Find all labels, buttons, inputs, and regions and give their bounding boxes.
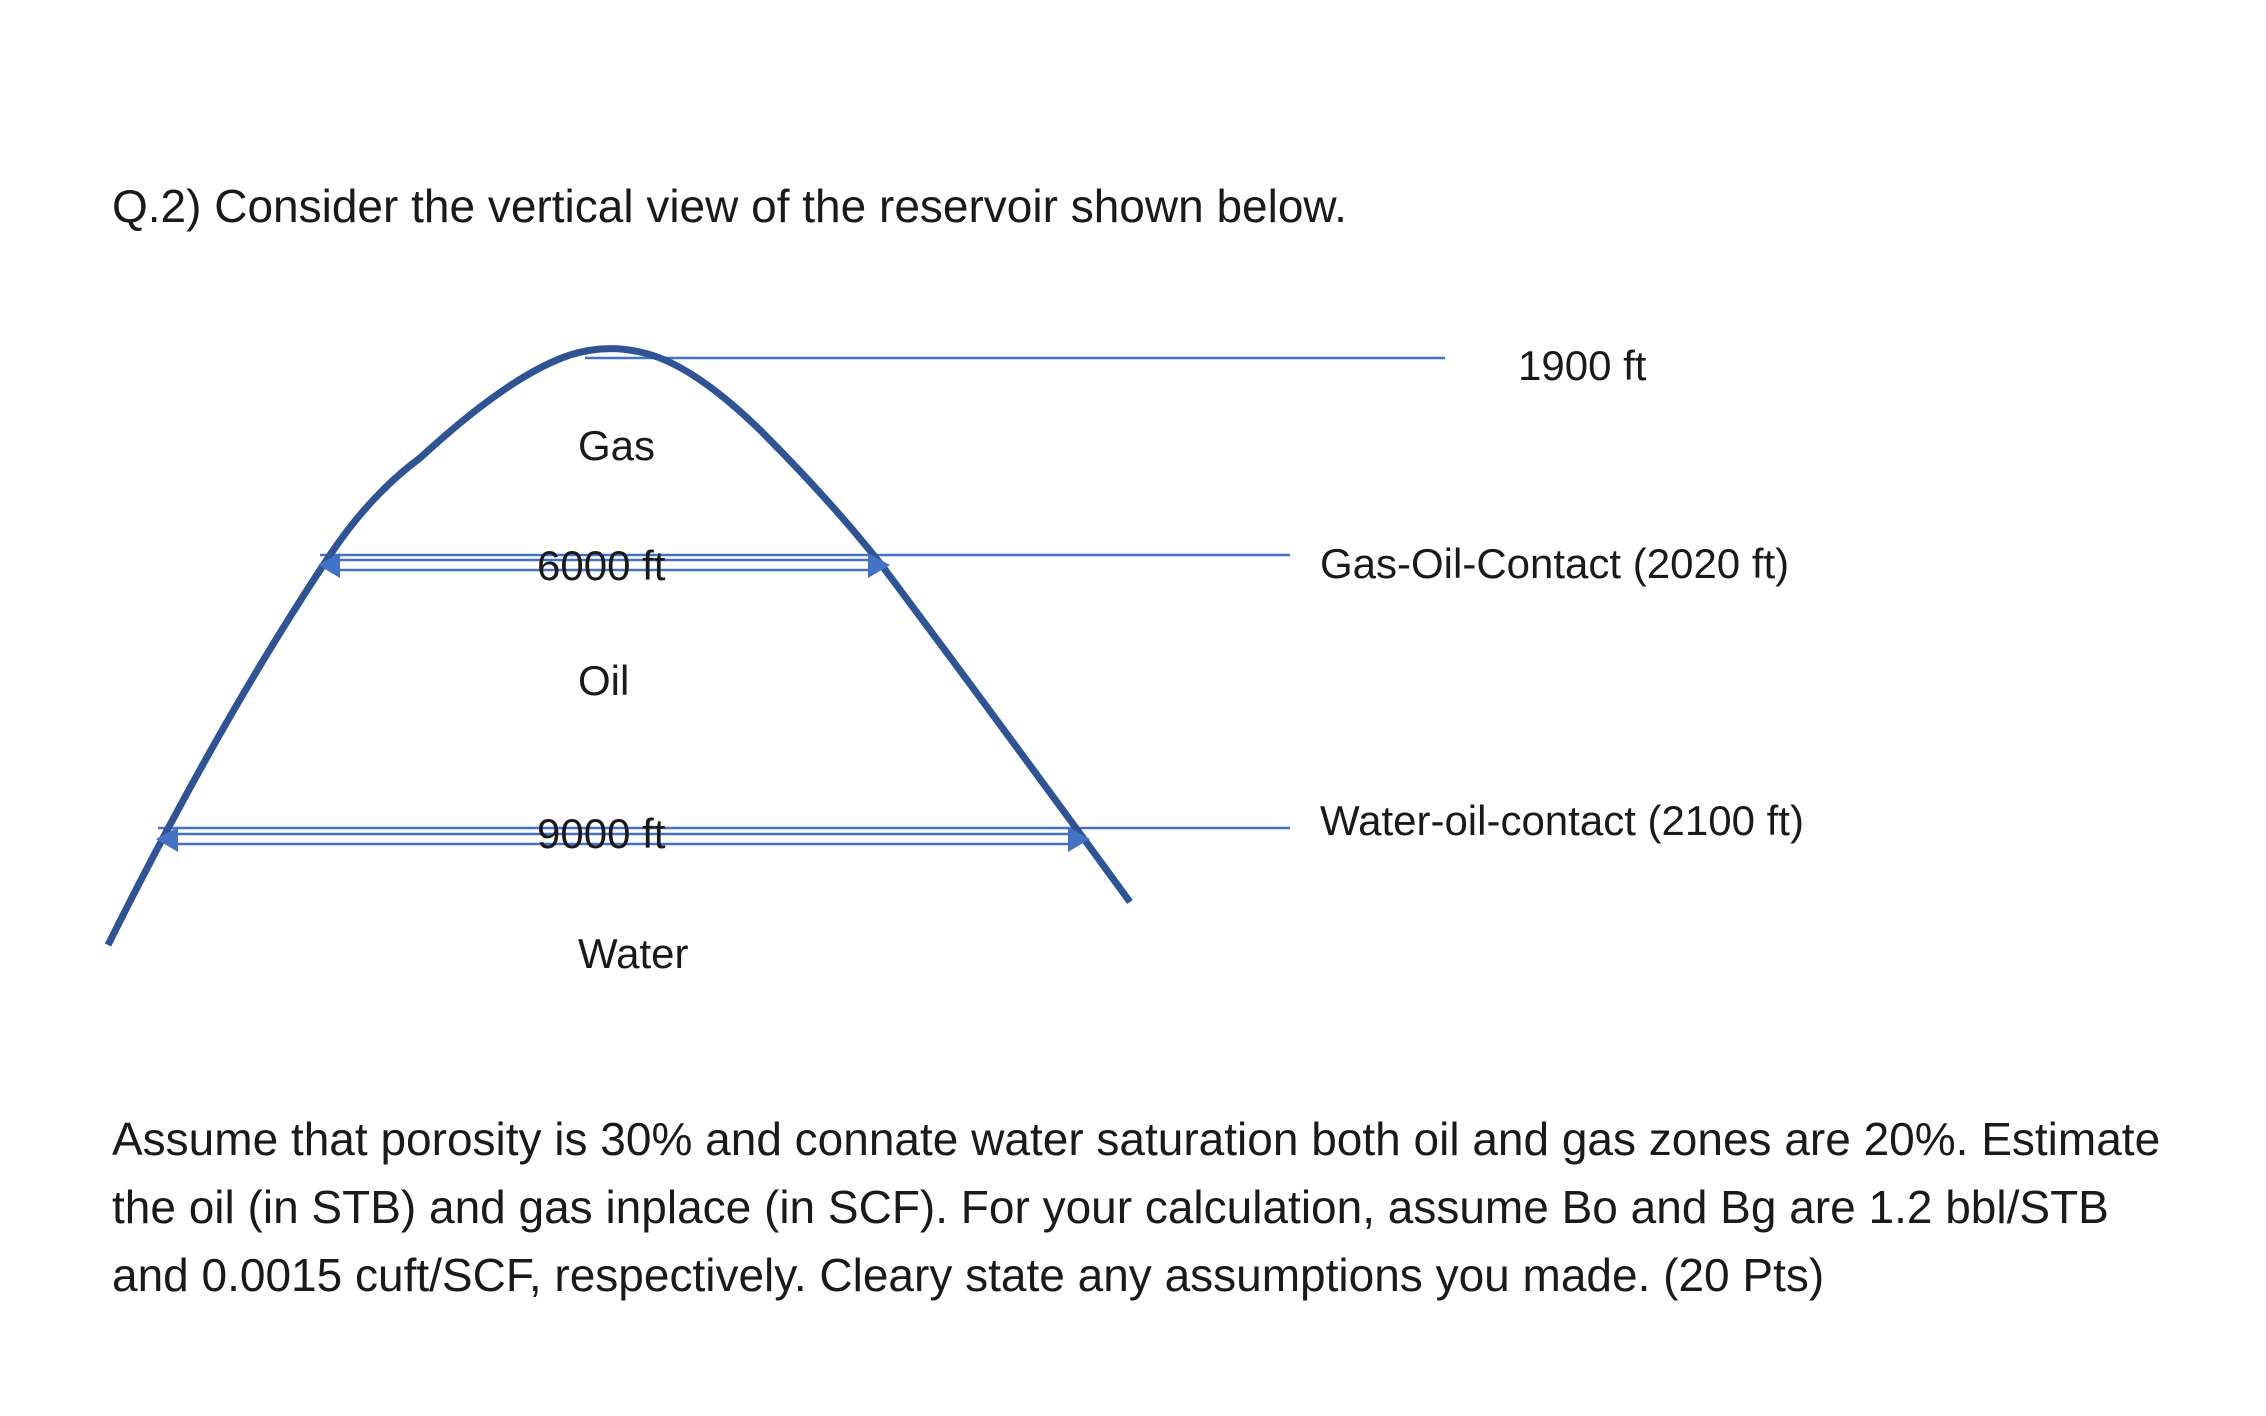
question-title: Q.2) Consider the vertical view of the r…	[112, 180, 1347, 232]
water-oil-width-arrow	[156, 827, 1090, 852]
water-oil-contact-label: Water-oil-contact (2100 ft)	[1320, 797, 1804, 844]
gas-oil-width-label: 6000 ft	[537, 542, 666, 589]
reservoir-anticline-curve	[104, 345, 1133, 947]
top-depth-label: 1900 ft	[1518, 342, 1647, 389]
oil-zone-label: Oil	[578, 657, 629, 704]
gas-oil-arrow-right-head	[868, 553, 890, 578]
gas-oil-width-arrow	[318, 553, 890, 578]
water-oil-arrow-left-head	[156, 827, 178, 852]
gas-zone-label: Gas	[578, 422, 655, 469]
water-oil-width-label: 9000 ft	[537, 810, 666, 857]
problem-statement: Assume that porosity is 30% and connate …	[112, 1113, 2161, 1301]
gas-oil-contact-label: Gas-Oil-Contact (2020 ft)	[1320, 540, 1789, 587]
gas-oil-arrow-left-head	[318, 553, 340, 578]
water-oil-arrow-right-head	[1068, 827, 1090, 852]
water-zone-label: Water	[578, 930, 688, 977]
